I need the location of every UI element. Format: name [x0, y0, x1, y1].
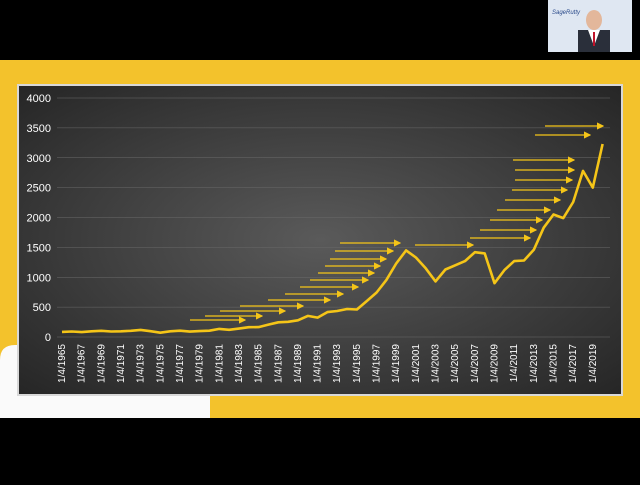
x-tick-label: 1/4/1979	[195, 344, 206, 383]
y-tick-label: 0	[45, 332, 51, 344]
x-tick-label: 1/4/1981	[214, 344, 225, 383]
x-tick-label: 1/4/1989	[293, 344, 304, 383]
annotation-arrows	[190, 122, 605, 324]
x-tick-label: 1/4/1973	[136, 344, 147, 383]
x-tick-label: 1/4/1995	[352, 344, 363, 383]
x-tick-label: 1/4/1967	[77, 344, 88, 383]
x-tick-label: 1/4/1971	[116, 344, 127, 383]
x-tick-label: 1/4/1965	[57, 344, 68, 383]
webcam: SageRutty	[548, 0, 632, 52]
y-tick-label: 2000	[27, 213, 51, 225]
y-tick-label: 3500	[27, 123, 51, 135]
data-line	[61, 143, 604, 335]
x-tick-label: 1/4/2003	[431, 344, 442, 383]
x-tick-label: 1/4/2019	[588, 344, 599, 383]
x-tick-label: 1/4/2009	[490, 344, 501, 383]
chart-panel	[17, 84, 623, 396]
x-tick-label: 1/4/1999	[391, 344, 402, 383]
x-tick-label: 1/4/1977	[175, 344, 186, 383]
x-tick-label: 1/4/2017	[568, 344, 579, 383]
x-tick-label: 1/4/2001	[411, 344, 422, 383]
y-tick-label: 2500	[27, 183, 51, 195]
x-tick-label: 1/4/2007	[470, 344, 481, 383]
y-tick-label: 4000	[27, 93, 51, 105]
x-tick-label: 1/4/1975	[155, 344, 166, 383]
x-tick-label: 1/4/1969	[96, 344, 107, 383]
x-tick-label: 1/4/1997	[372, 344, 383, 383]
x-tick-label: 1/4/1993	[332, 344, 343, 383]
x-tick-label: 1/4/2013	[529, 344, 540, 383]
y-tick-label: 1000	[27, 272, 51, 284]
webcam-logo: SageRutty	[552, 10, 581, 16]
y-tick-label: 500	[33, 302, 51, 314]
x-tick-label: 1/4/1987	[273, 344, 284, 383]
x-tick-label: 1/4/1991	[313, 344, 324, 383]
y-tick-label: 1500	[27, 242, 51, 254]
x-tick-label: 1/4/1983	[234, 344, 245, 383]
x-tick-label: 1/4/2011	[509, 344, 520, 383]
x-tick-label: 1/4/1985	[254, 344, 265, 383]
y-tick-label: 3000	[27, 153, 51, 165]
x-tick-label: 1/4/2005	[450, 344, 461, 383]
x-tick-label: 1/4/2015	[549, 344, 560, 383]
